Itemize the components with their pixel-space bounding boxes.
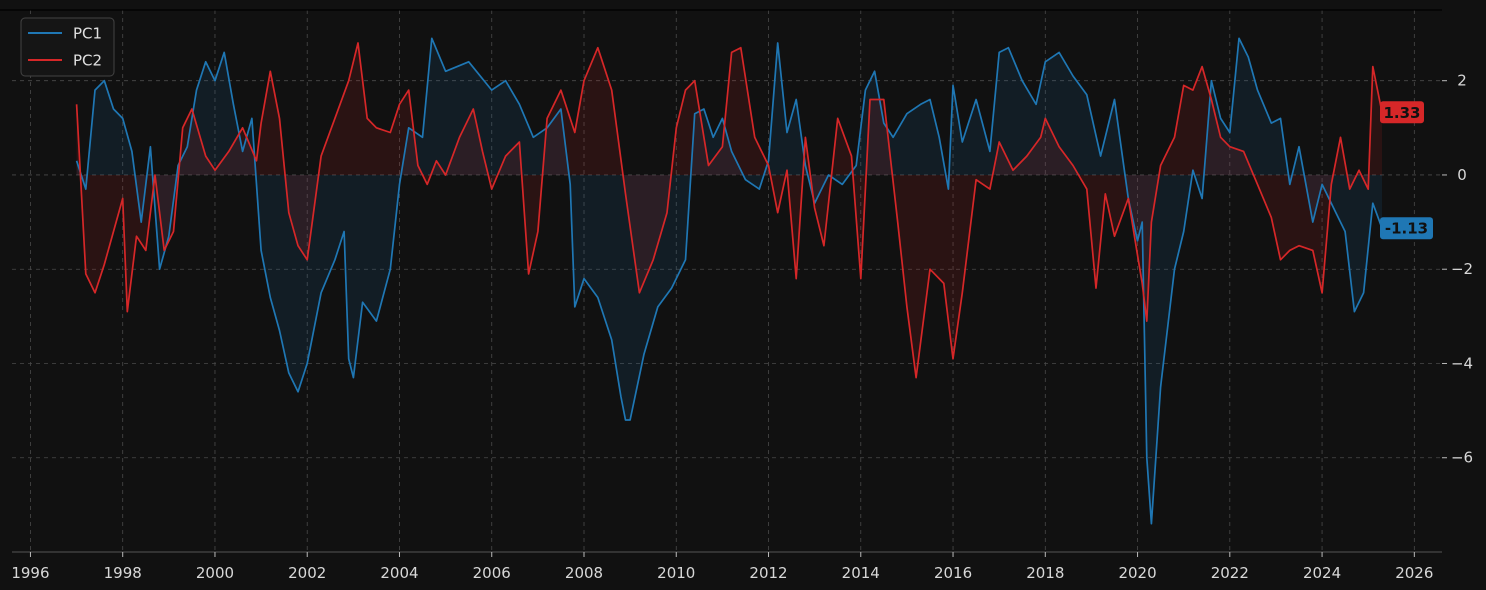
pc2-end-label-text: 1.33 bbox=[1383, 104, 1420, 122]
pc2-fill-area bbox=[76, 43, 1383, 378]
pc2-line bbox=[75, 42, 1383, 379]
pc1-fill-area bbox=[76, 38, 1383, 524]
x-tick-label-2006: 2006 bbox=[473, 564, 511, 582]
x-tick-label-2010: 2010 bbox=[657, 564, 695, 582]
y-tick-label--6: −6 bbox=[1451, 449, 1473, 467]
series-lines bbox=[75, 37, 1383, 525]
x-tick-label-2020: 2020 bbox=[1118, 564, 1156, 582]
pc1-end-label-text: -1.13 bbox=[1385, 220, 1428, 238]
end-labels: -1.13 1.33 bbox=[1380, 101, 1433, 240]
y-tick-label--4: −4 bbox=[1451, 354, 1473, 372]
x-tick-label-1996: 1996 bbox=[11, 564, 49, 582]
x-tick-label-2026: 2026 bbox=[1395, 564, 1433, 582]
axes: 1996 1998 2000 2002 2004 2006 2008 2010 2012 2014… bbox=[0, 9, 1473, 582]
grid-lines bbox=[12, 10, 1442, 552]
legend-label-pc2: PC2 bbox=[73, 52, 102, 70]
x-tick-label-2024: 2024 bbox=[1303, 564, 1341, 582]
x-tick-label-2018: 2018 bbox=[1026, 564, 1064, 582]
x-tick-label-2012: 2012 bbox=[749, 564, 787, 582]
x-tick-label-2022: 2022 bbox=[1211, 564, 1249, 582]
legend: PC1 PC2 bbox=[20, 17, 115, 77]
zero-fill-areas bbox=[76, 38, 1383, 524]
pc1-end-label-box bbox=[1380, 217, 1433, 240]
y-tick-label--2: −2 bbox=[1451, 260, 1473, 278]
pc2-end-label: 1.33 bbox=[1380, 101, 1424, 124]
x-tick-label-2008: 2008 bbox=[565, 564, 603, 582]
y-tick-label-2: 2 bbox=[1457, 72, 1467, 90]
pc1-end-label: -1.13 bbox=[1380, 217, 1433, 240]
x-tick-label-2002: 2002 bbox=[288, 564, 326, 582]
x-tick-label-1998: 1998 bbox=[104, 564, 142, 582]
x-tick-label-2000: 2000 bbox=[196, 564, 234, 582]
legend-box: PC1 PC2 bbox=[20, 17, 115, 77]
x-tick-label-2014: 2014 bbox=[842, 564, 880, 582]
pc1-line bbox=[75, 37, 1383, 525]
x-tick-label-2016: 2016 bbox=[934, 564, 972, 582]
legend-label-pc1: PC1 bbox=[73, 25, 102, 43]
pc2-end-label-box bbox=[1380, 101, 1424, 124]
x-tick-label-2004: 2004 bbox=[380, 564, 418, 582]
y-tick-label-0: 0 bbox=[1457, 166, 1467, 184]
